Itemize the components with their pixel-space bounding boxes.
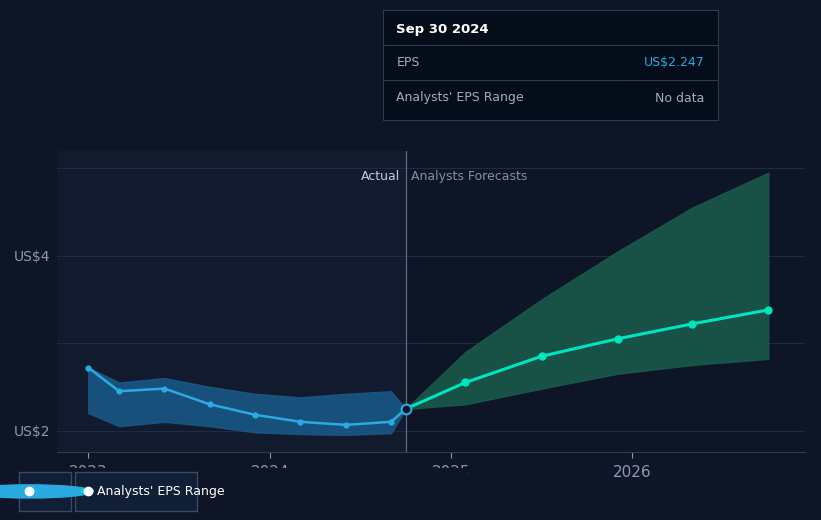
Bar bbox=[57, 151, 406, 452]
Text: US$2.247: US$2.247 bbox=[644, 56, 704, 69]
Circle shape bbox=[0, 485, 92, 498]
FancyBboxPatch shape bbox=[19, 472, 71, 511]
Text: Actual: Actual bbox=[361, 171, 400, 184]
Circle shape bbox=[0, 485, 92, 498]
Text: Analysts' EPS Range: Analysts' EPS Range bbox=[97, 485, 224, 498]
Text: Analysts Forecasts: Analysts Forecasts bbox=[411, 171, 527, 184]
FancyBboxPatch shape bbox=[76, 472, 197, 511]
Text: Analysts' EPS Range: Analysts' EPS Range bbox=[397, 92, 524, 105]
Text: EPS: EPS bbox=[397, 56, 420, 69]
Text: Sep 30 2024: Sep 30 2024 bbox=[397, 23, 489, 36]
Text: No data: No data bbox=[655, 92, 704, 105]
Text: EPS: EPS bbox=[38, 485, 62, 498]
